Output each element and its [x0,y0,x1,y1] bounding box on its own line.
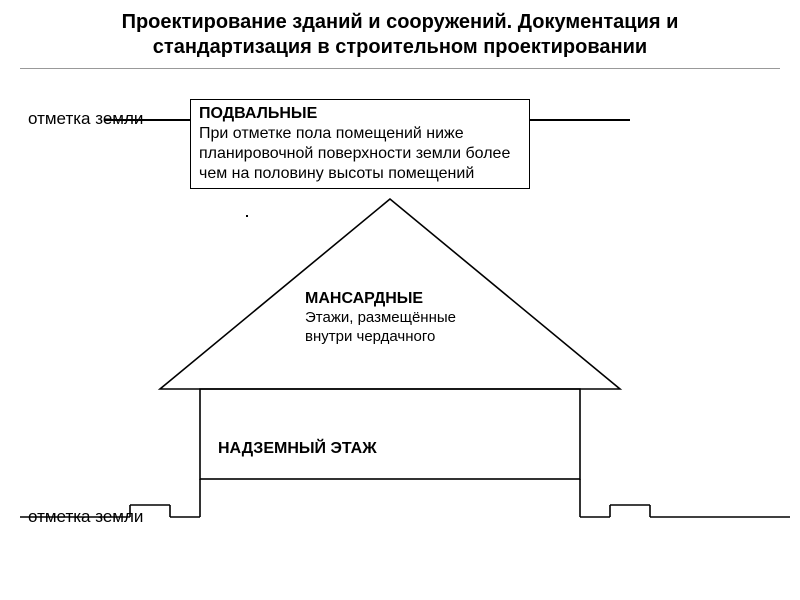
ground-floor-block: НАДЗЕМНЫЙ ЭТАЖ [218,439,518,459]
basement-title: ПОДВАЛЬНЫЕ [199,104,521,124]
attic-desc: Этажи, размещённые внутри чердачного [305,309,485,347]
dot-artifact [246,215,248,217]
diagram-canvas: отметка земли ПОДВАЛЬНЫЕ При отметке пол… [0,69,800,579]
ground-line-top-left [105,119,190,121]
attic-block: МАНСАРДНЫЕ Этажи, размещённые внутри чер… [305,289,485,347]
attic-title: МАНСАРДНЫЕ [305,289,485,309]
basement-desc: При отметке пола помещений ниже планиров… [199,124,521,184]
ground-floor-title: НАДЗЕМНЫЙ ЭТАЖ [218,439,518,459]
basement-box: ПОДВАЛЬНЫЕ При отметке пола помещений ни… [190,99,530,189]
ground-floor-rect [200,389,580,479]
ground-mark-label-bottom: отметка земли [28,507,158,527]
ground-line-top-right [530,119,630,121]
page-title: Проектирование зданий и сооружений. Доку… [0,0,800,68]
